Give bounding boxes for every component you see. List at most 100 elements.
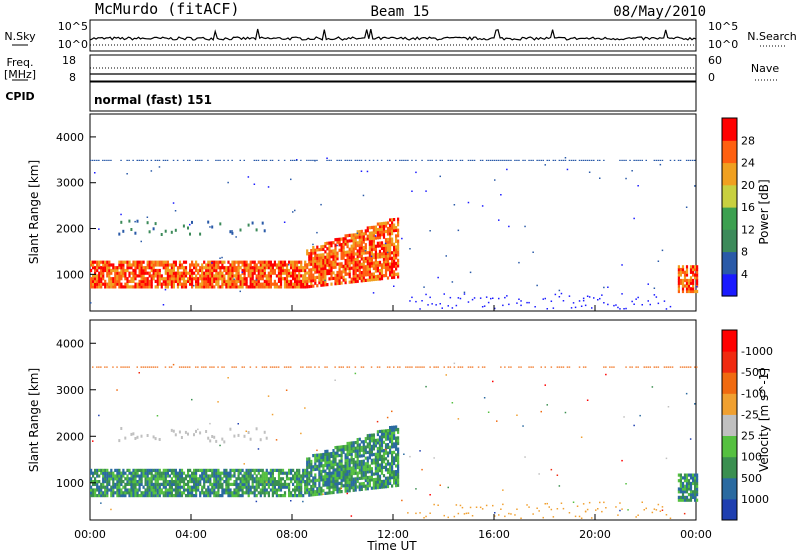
- data-cell: [429, 494, 431, 496]
- data-cell: [397, 478, 400, 482]
- data-cell: [366, 459, 369, 463]
- data-cell: [393, 456, 396, 460]
- data-cell: [376, 458, 379, 462]
- data-cell: [150, 268, 153, 273]
- data-cell: [281, 260, 285, 264]
- data-cell: [207, 277, 210, 281]
- data-cell: [217, 471, 220, 475]
- data-cell: [360, 366, 363, 368]
- data-cell: [219, 285, 222, 289]
- data-cell: [170, 282, 173, 286]
- data-cell: [292, 277, 295, 281]
- data-cell: [122, 260, 125, 264]
- data-cell: [376, 266, 379, 270]
- data-cell: [384, 448, 387, 451]
- data-cell: [170, 366, 173, 368]
- data-cell: [265, 159, 268, 161]
- data-cell: [243, 263, 246, 267]
- data-cell: [247, 474, 250, 478]
- data-cell: [271, 494, 274, 498]
- data-cell: [290, 178, 292, 181]
- data-cell: [562, 507, 565, 510]
- data-cell: [199, 277, 202, 281]
- data-cell: [197, 159, 199, 161]
- data-cell: [467, 301, 470, 303]
- data-cell: [253, 494, 256, 498]
- data-cell: [342, 445, 345, 449]
- data-cell: [384, 432, 388, 436]
- data-cell: [393, 218, 396, 222]
- data-cell: [411, 296, 413, 299]
- data-cell: [326, 477, 329, 481]
- data-cell: [324, 250, 327, 254]
- data-cell: [621, 508, 623, 510]
- data-cell: [342, 447, 345, 452]
- data-cell: [253, 268, 256, 273]
- data-cell: [170, 485, 173, 489]
- data-cell: [348, 477, 351, 482]
- data-cell: [344, 267, 347, 271]
- data-cell: [203, 482, 206, 486]
- data-cell: [263, 282, 266, 286]
- data-cell: [98, 271, 101, 275]
- data-cell: [445, 374, 447, 376]
- data-cell: [265, 366, 268, 368]
- data-cell: [346, 450, 349, 454]
- data-cell: [118, 279, 121, 283]
- data-cell: [217, 485, 220, 489]
- data-cell: [437, 366, 439, 368]
- data-cell: [310, 471, 313, 475]
- data-cell: [290, 491, 293, 495]
- data-cell: [136, 282, 139, 286]
- colorbar-tick-label: 500: [741, 472, 762, 485]
- data-cell: [229, 477, 232, 481]
- data-cell: [378, 435, 382, 439]
- data-cell: [380, 443, 384, 447]
- data-cell: [130, 491, 133, 495]
- data-cell: [550, 300, 553, 302]
- data-cell: [382, 257, 386, 261]
- data-cell: [110, 279, 113, 283]
- data-cell: [304, 277, 307, 281]
- data-cell: [330, 463, 333, 467]
- data-cell: [199, 282, 202, 286]
- data-cell: [326, 449, 329, 453]
- data-cell: [679, 495, 682, 499]
- data-cell: [233, 282, 236, 286]
- data-cell: [304, 468, 307, 472]
- data-cell: [340, 453, 343, 457]
- data-cell: [580, 305, 583, 307]
- data-cell: [689, 484, 693, 488]
- data-cell: [247, 285, 250, 289]
- data-cell: [352, 252, 355, 256]
- data-cell: [350, 466, 353, 470]
- data-cell: [231, 266, 234, 270]
- data-cell: [457, 418, 460, 420]
- data-cell: [425, 293, 427, 296]
- data-cell: [273, 263, 276, 267]
- data-cell: [197, 282, 200, 286]
- data-cell: [150, 263, 153, 267]
- data-cell: [128, 468, 131, 472]
- data-cell: [168, 474, 171, 478]
- data-cell: [100, 485, 103, 489]
- data-cell: [241, 488, 244, 492]
- data-cell: [685, 273, 689, 277]
- data-cell: [152, 482, 155, 486]
- data-cell: [245, 488, 248, 492]
- data-cell: [322, 266, 325, 271]
- data-cell: [397, 447, 400, 451]
- data-cell: [318, 259, 321, 263]
- data-cell: [306, 265, 309, 270]
- data-cell: [257, 285, 260, 289]
- data-cell: [207, 494, 210, 498]
- data-cell: [116, 477, 119, 481]
- data-cell: [360, 240, 363, 244]
- data-cell: [554, 293, 557, 296]
- data-cell: [201, 471, 204, 475]
- data-cell: [358, 460, 361, 464]
- data-cell: [683, 270, 687, 274]
- data-cell: [694, 484, 697, 488]
- data-cell: [124, 436, 127, 440]
